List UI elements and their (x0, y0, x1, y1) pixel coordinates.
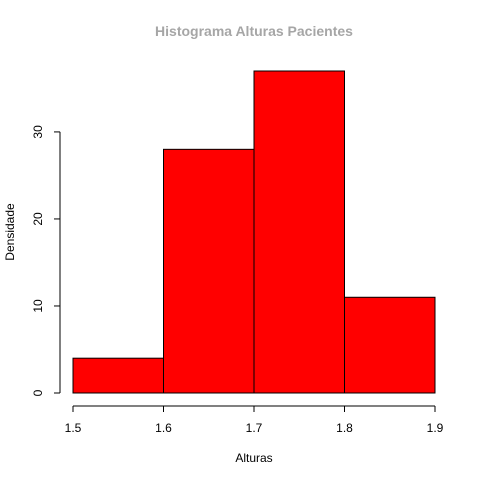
x-tick-label-1: 1.6 (155, 421, 172, 435)
x-axis: 1.5 1.6 1.7 1.8 1.9 (65, 405, 444, 435)
y-axis-label: Densidade (3, 203, 17, 261)
histogram-bar-3 (344, 296, 436, 394)
chart-title: Histograma Alturas Pacientes (155, 23, 353, 39)
x-tick-label-2: 1.7 (246, 421, 263, 435)
y-tick-label-3: 30 (31, 125, 45, 139)
histogram-bar-1 (163, 148, 255, 394)
x-tick-label-0: 1.5 (65, 421, 82, 435)
x-tick-label-3: 1.8 (336, 421, 353, 435)
x-axis-label: Alturas (235, 451, 272, 465)
y-axis: 0 10 20 30 (31, 125, 61, 396)
y-tick-label-1: 10 (31, 299, 45, 313)
y-tick-label-0: 0 (31, 389, 45, 396)
x-tick-label-4: 1.9 (427, 421, 444, 435)
histogram-bar-0 (72, 357, 164, 394)
y-tick-label-2: 20 (31, 212, 45, 226)
histogram-bar-2 (253, 70, 345, 394)
bars-group (72, 70, 436, 394)
